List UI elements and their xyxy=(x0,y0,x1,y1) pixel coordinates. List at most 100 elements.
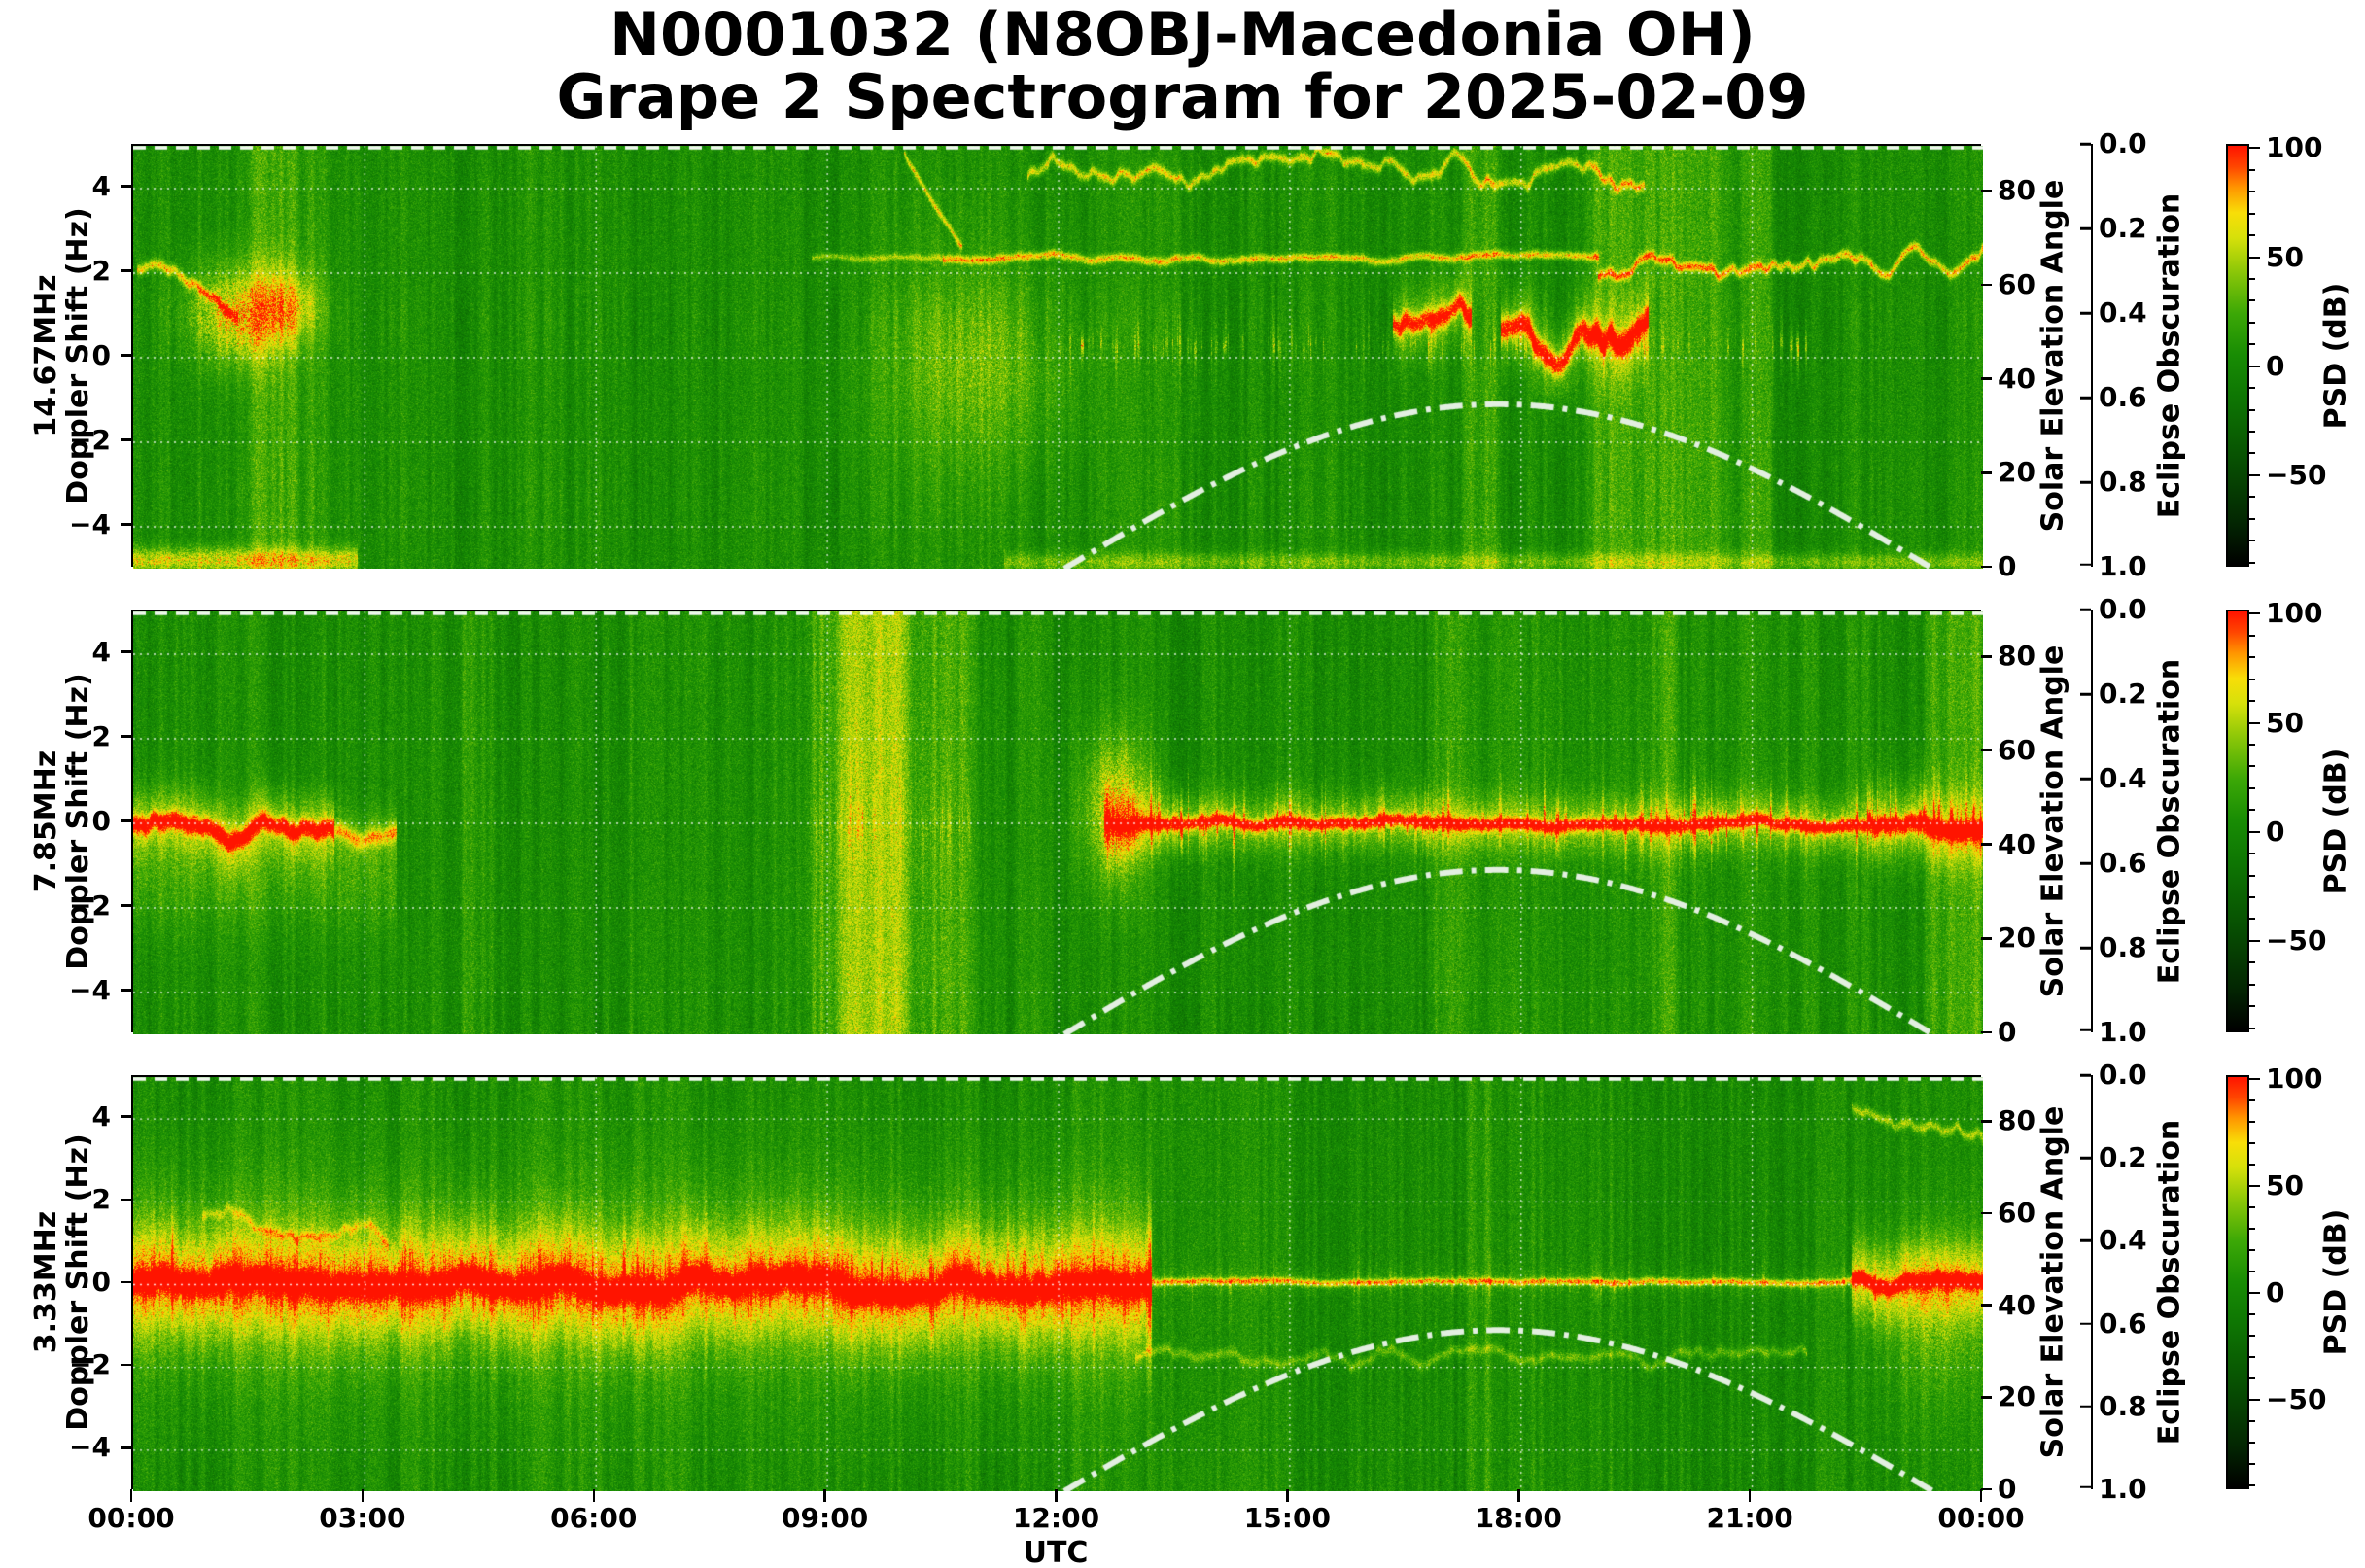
eclipse-tick-label: 0.4 xyxy=(2099,762,2147,794)
colorbar-minor-tick xyxy=(2249,1206,2255,1209)
x-tick-mark xyxy=(1979,1489,1983,1502)
doppler-tick-mark xyxy=(121,989,131,992)
figure-title-line1: N0001032 (N8OBJ-Macedonia OH) xyxy=(609,0,1756,70)
y-axis-label-14.67MHz: 14.67MHz Doppler Shift (Hz) xyxy=(29,206,95,505)
colorbar-minor-tick xyxy=(2249,678,2255,680)
spectrogram-canvas-14.67MHz xyxy=(133,146,1983,569)
eclipse-tick-mark xyxy=(2080,1028,2091,1031)
eclipse-tick-mark xyxy=(2080,563,2091,566)
colorbar-minor-tick xyxy=(2249,1312,2255,1315)
eclipse-axis-label: Eclipse Obscuration xyxy=(2152,1119,2187,1446)
eclipse-tick-mark xyxy=(2080,1322,2091,1325)
colorbar-major-tick xyxy=(2249,1185,2260,1188)
colorbar-minor-tick xyxy=(2249,1271,2255,1273)
colorbar-tick-label: 0 xyxy=(2266,815,2285,848)
solar-tick-mark xyxy=(1981,377,1992,380)
x-tick-mark xyxy=(361,1489,365,1502)
doppler-tick-label: 2 xyxy=(91,719,111,752)
spectrogram-panel-14.67MHz xyxy=(131,144,1983,569)
colorbar-minor-tick xyxy=(2249,765,2255,768)
colorbar-minor-tick xyxy=(2249,1483,2255,1486)
colorbar-minor-tick xyxy=(2249,452,2255,455)
solar-tick-mark xyxy=(1981,843,1992,846)
colorbar-minor-tick xyxy=(2249,983,2255,986)
colorbar-minor-tick xyxy=(2249,278,2255,281)
eclipse-tick-mark xyxy=(2080,1485,2091,1488)
doppler-tick-label: −4 xyxy=(69,1431,111,1464)
eclipse-tick-mark xyxy=(2080,608,2091,611)
colorbar-tick-label: 50 xyxy=(2266,240,2304,273)
colorbar-major-tick xyxy=(2249,1291,2260,1294)
solar-axis-label: Solar Elevation Angle xyxy=(2035,645,2070,997)
solar-tick-label: 60 xyxy=(1998,734,2035,766)
eclipse-tick-label: 0.4 xyxy=(2099,296,2147,329)
doppler-tick-label: 4 xyxy=(91,1099,111,1132)
colorbar-tick-label: 100 xyxy=(2266,1063,2323,1096)
eclipse-axis-spine xyxy=(2091,1075,2093,1489)
x-tick-label: 15:00 xyxy=(1243,1502,1331,1534)
colorbar-minor-tick xyxy=(2249,540,2255,542)
doppler-tick-label: −2 xyxy=(69,889,111,922)
x-tick-mark xyxy=(1286,1489,1289,1502)
colorbar-minor-tick xyxy=(2249,1121,2255,1124)
eclipse-tick-label: 0.0 xyxy=(2099,593,2147,625)
doppler-tick-mark xyxy=(121,185,131,188)
colorbar-major-tick xyxy=(2249,256,2260,259)
doppler-tick-mark xyxy=(121,1446,131,1449)
eclipse-tick-mark xyxy=(2080,226,2091,230)
eclipse-tick-mark xyxy=(2080,1405,2091,1409)
x-tick-mark xyxy=(823,1489,826,1502)
psd-colorbar xyxy=(2226,1075,2249,1489)
colorbar-label: PSD (dB) xyxy=(2318,748,2353,894)
eclipse-tick-label: 1.0 xyxy=(2099,550,2147,582)
colorbar-minor-tick xyxy=(2249,786,2255,789)
eclipse-tick-label: 0.8 xyxy=(2099,931,2147,963)
colorbar-major-tick xyxy=(2249,830,2260,833)
x-tick-mark xyxy=(592,1489,595,1502)
solar-tick-mark xyxy=(1981,1304,1992,1307)
colorbar-label: PSD (dB) xyxy=(2318,1208,2353,1356)
colorbar-tick-label: 100 xyxy=(2266,597,2323,630)
doppler-tick-mark xyxy=(121,1280,131,1284)
eclipse-tick-mark xyxy=(2080,946,2091,950)
y-axis-label-7.85MHz: 7.85MHz Doppler Shift (Hz) xyxy=(29,672,95,970)
x-axis-label: UTC xyxy=(1023,1536,1089,1568)
solar-tick-label: 20 xyxy=(1998,922,2035,955)
eclipse-tick-label: 0.0 xyxy=(2099,1059,2147,1091)
colorbar-minor-tick xyxy=(2249,321,2255,324)
x-tick-label: 18:00 xyxy=(1475,1502,1562,1534)
eclipse-tick-label: 0.8 xyxy=(2099,1389,2147,1422)
doppler-tick-label: 0 xyxy=(91,338,111,371)
solar-tick-label: 60 xyxy=(1998,1197,2035,1229)
doppler-tick-label: 4 xyxy=(91,169,111,202)
colorbar-tick-label: 50 xyxy=(2266,706,2304,739)
doppler-tick-label: 0 xyxy=(91,804,111,837)
colorbar-minor-tick xyxy=(2249,656,2255,659)
eclipse-tick-label: 0.2 xyxy=(2099,1141,2147,1174)
colorbar-tick-label: 100 xyxy=(2266,131,2323,164)
x-tick-mark xyxy=(1748,1489,1752,1502)
doppler-tick-mark xyxy=(121,438,131,441)
colorbar-minor-tick xyxy=(2249,1334,2255,1337)
eclipse-tick-label: 0.6 xyxy=(2099,381,2147,413)
eclipse-tick-label: 0.2 xyxy=(2099,212,2147,244)
doppler-tick-mark xyxy=(121,354,131,357)
colorbar-minor-tick xyxy=(2249,1462,2255,1465)
x-tick-mark xyxy=(1517,1489,1520,1502)
colorbar-minor-tick xyxy=(2249,809,2255,812)
colorbar-major-tick xyxy=(2249,473,2260,476)
colorbar-minor-tick xyxy=(2249,961,2255,964)
colorbar-minor-tick xyxy=(2249,1142,2255,1145)
doppler-tick-mark xyxy=(121,1363,131,1367)
doppler-tick-mark xyxy=(121,819,131,822)
colorbar-tick-label: −50 xyxy=(2266,923,2327,957)
colorbar-minor-tick xyxy=(2249,1228,2255,1231)
solar-tick-mark xyxy=(1981,190,1992,192)
solar-tick-mark xyxy=(1981,655,1992,658)
solar-tick-mark xyxy=(1981,471,1992,474)
doppler-tick-label: −4 xyxy=(69,507,111,540)
colorbar-major-tick xyxy=(2249,721,2260,724)
colorbar-minor-tick xyxy=(2249,299,2255,302)
colorbar-minor-tick xyxy=(2249,343,2255,346)
